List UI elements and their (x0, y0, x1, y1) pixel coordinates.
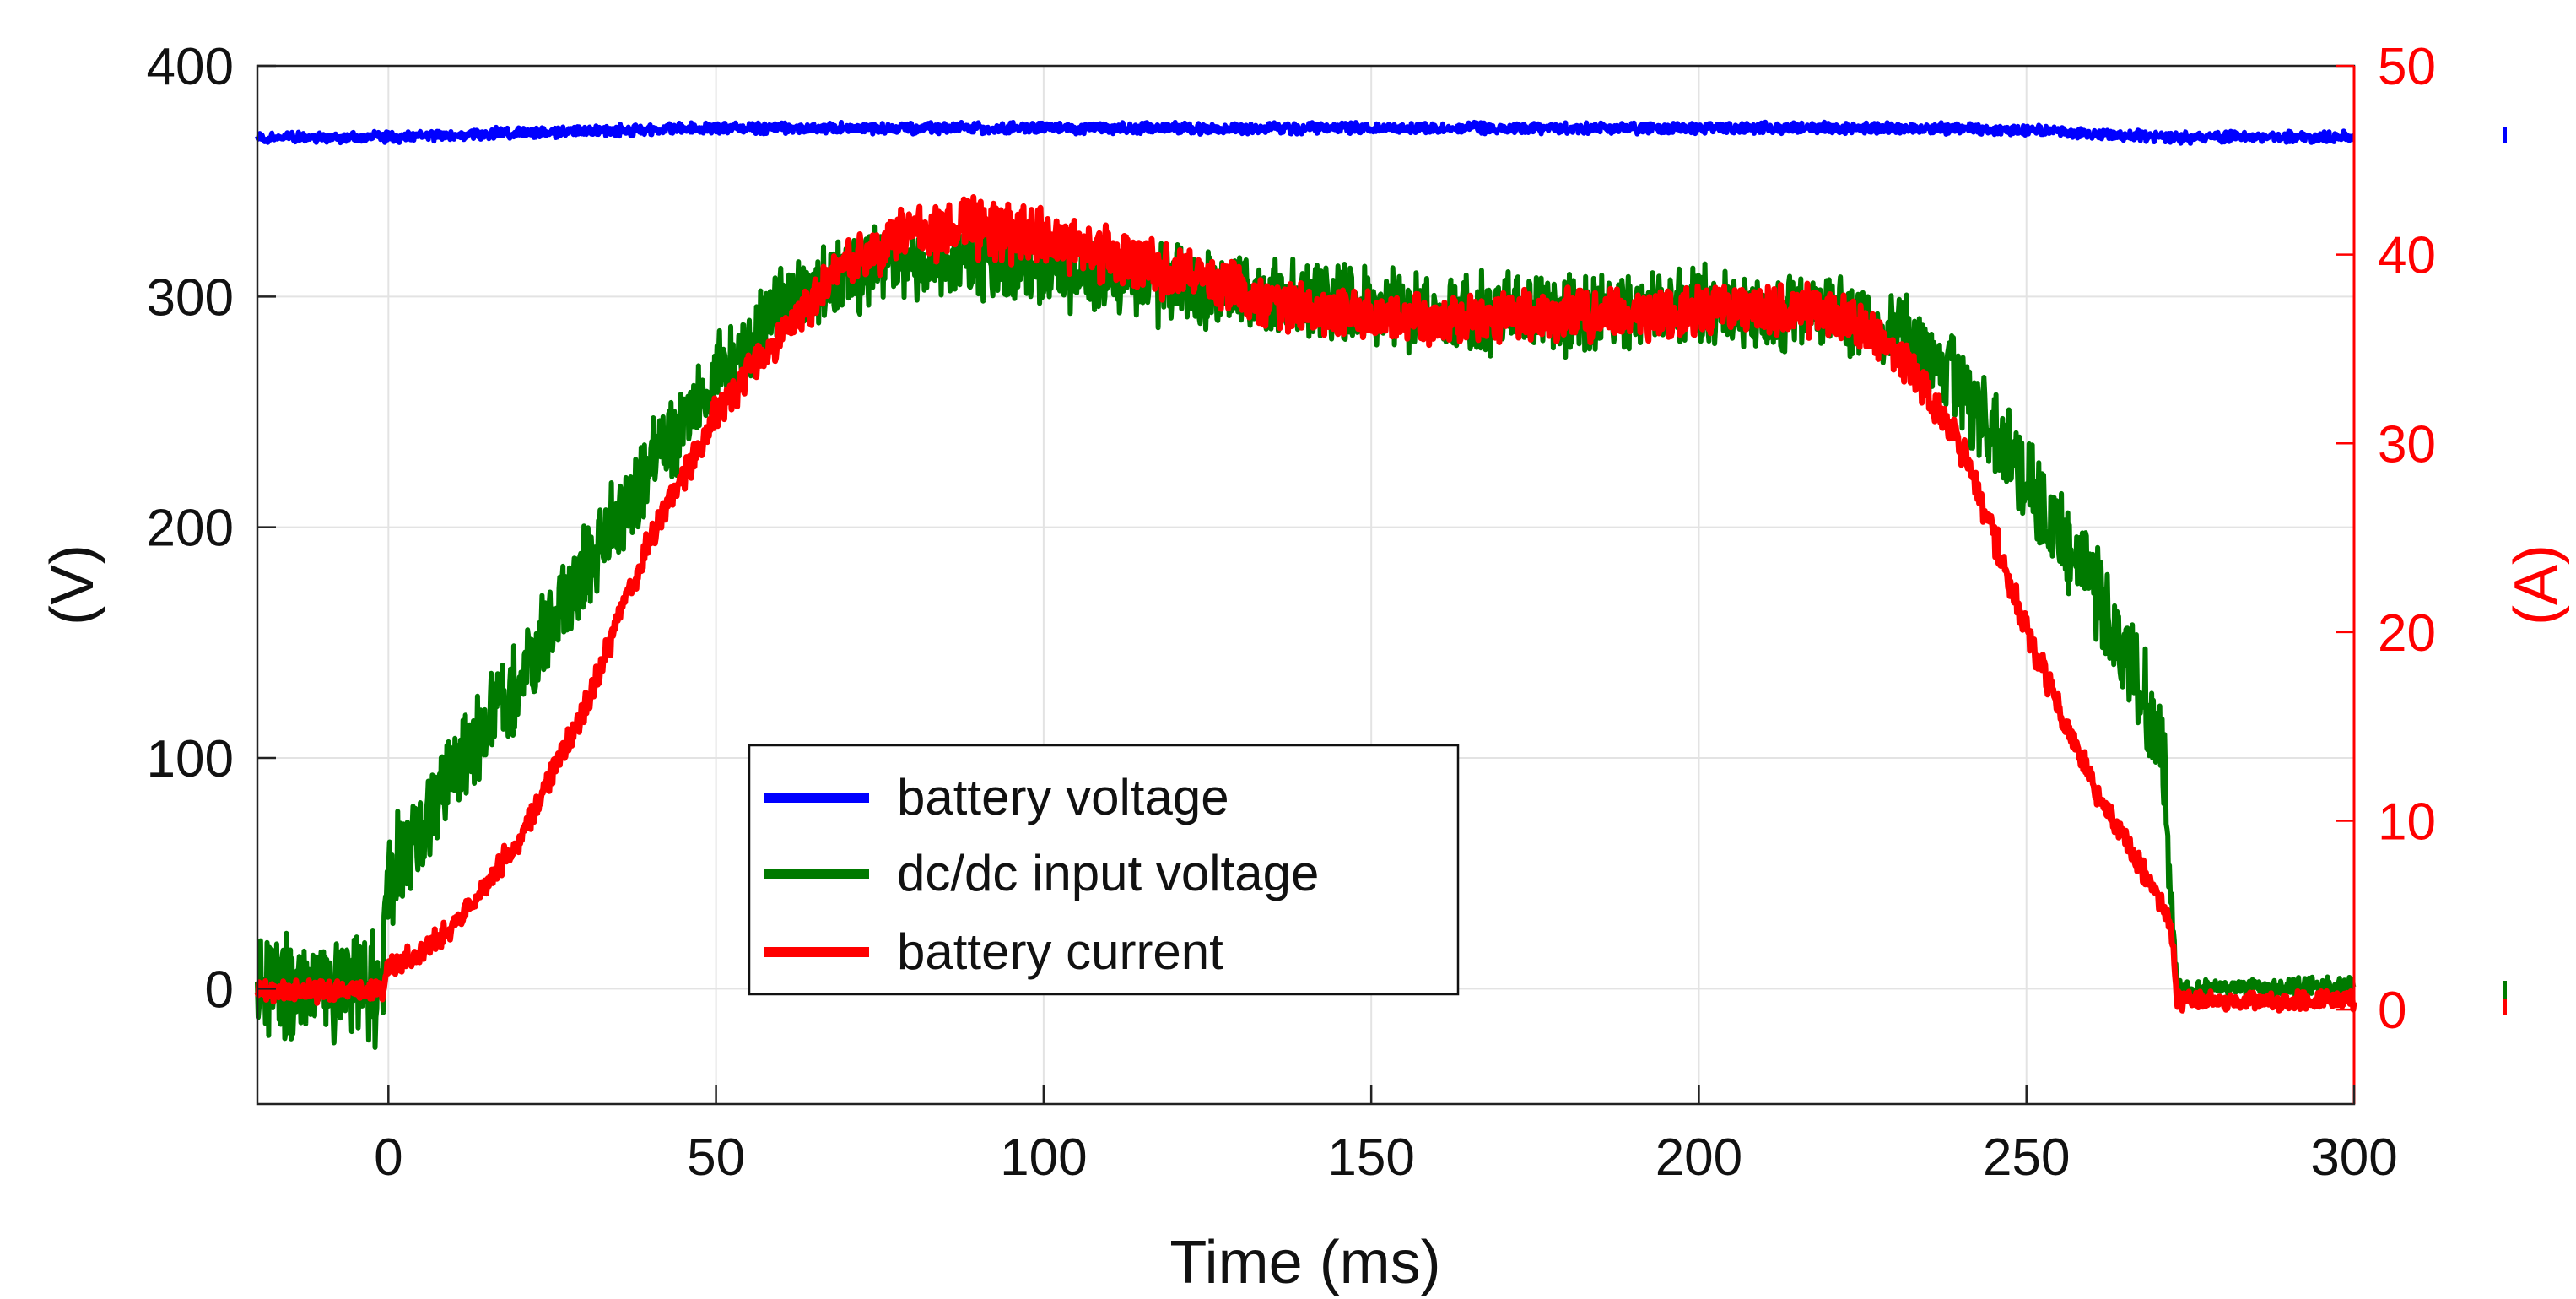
y-left-tick-label-3: 300 (147, 268, 234, 327)
x-tick-label-5: 250 (1983, 1129, 2070, 1187)
x-tick-label-1: 50 (687, 1129, 745, 1187)
x-tick-label-6: 300 (2310, 1129, 2397, 1187)
x-tick-label-3: 150 (1327, 1129, 1414, 1187)
series-layer (254, 119, 2357, 1050)
y-left-tick-label-1: 100 (147, 730, 234, 788)
y-right-tick-label-0: 0 (2378, 982, 2406, 1040)
y-axis-label-left: (V) (39, 544, 106, 625)
x-tick-label-0: 0 (374, 1129, 402, 1187)
y-left-tick-label-2: 200 (147, 500, 234, 558)
y-right-tick-label-4: 40 (2378, 227, 2436, 285)
y-right-tick-label-2: 20 (2378, 604, 2436, 663)
legend-label-battery-current: battery current (897, 923, 1223, 980)
legend-label-dcdc-input-voltage: dc/dc input voltage (897, 845, 1319, 901)
y-left-tick-label-0: 0 (205, 961, 234, 1019)
x-axis: 0 50 100 150 200 250 300 (374, 1085, 2398, 1187)
y-axis-label-right: (A) (2503, 544, 2570, 625)
y-left-tick-label-4: 400 (147, 38, 234, 96)
x-tick-label-4: 200 (1655, 1129, 1742, 1187)
y-right-tick-label-5: 50 (2378, 38, 2436, 96)
series-battery-current (254, 194, 2357, 1014)
left-axis: 0 100 200 300 400 (147, 38, 276, 1019)
x-tick-label-2: 100 (1000, 1129, 1087, 1187)
legend-label-battery-voltage: battery voltage (897, 769, 1229, 825)
x-axis-label: Time (ms) (1169, 1229, 1440, 1296)
y-right-tick-label-1: 10 (2378, 793, 2436, 852)
legend: battery voltage dc/dc input voltage batt… (748, 744, 1460, 996)
right-axis: 0 10 20 30 40 50 (2336, 38, 2436, 1104)
series-battery-voltage (255, 119, 2356, 146)
y-right-tick-label-3: 30 (2378, 415, 2436, 474)
